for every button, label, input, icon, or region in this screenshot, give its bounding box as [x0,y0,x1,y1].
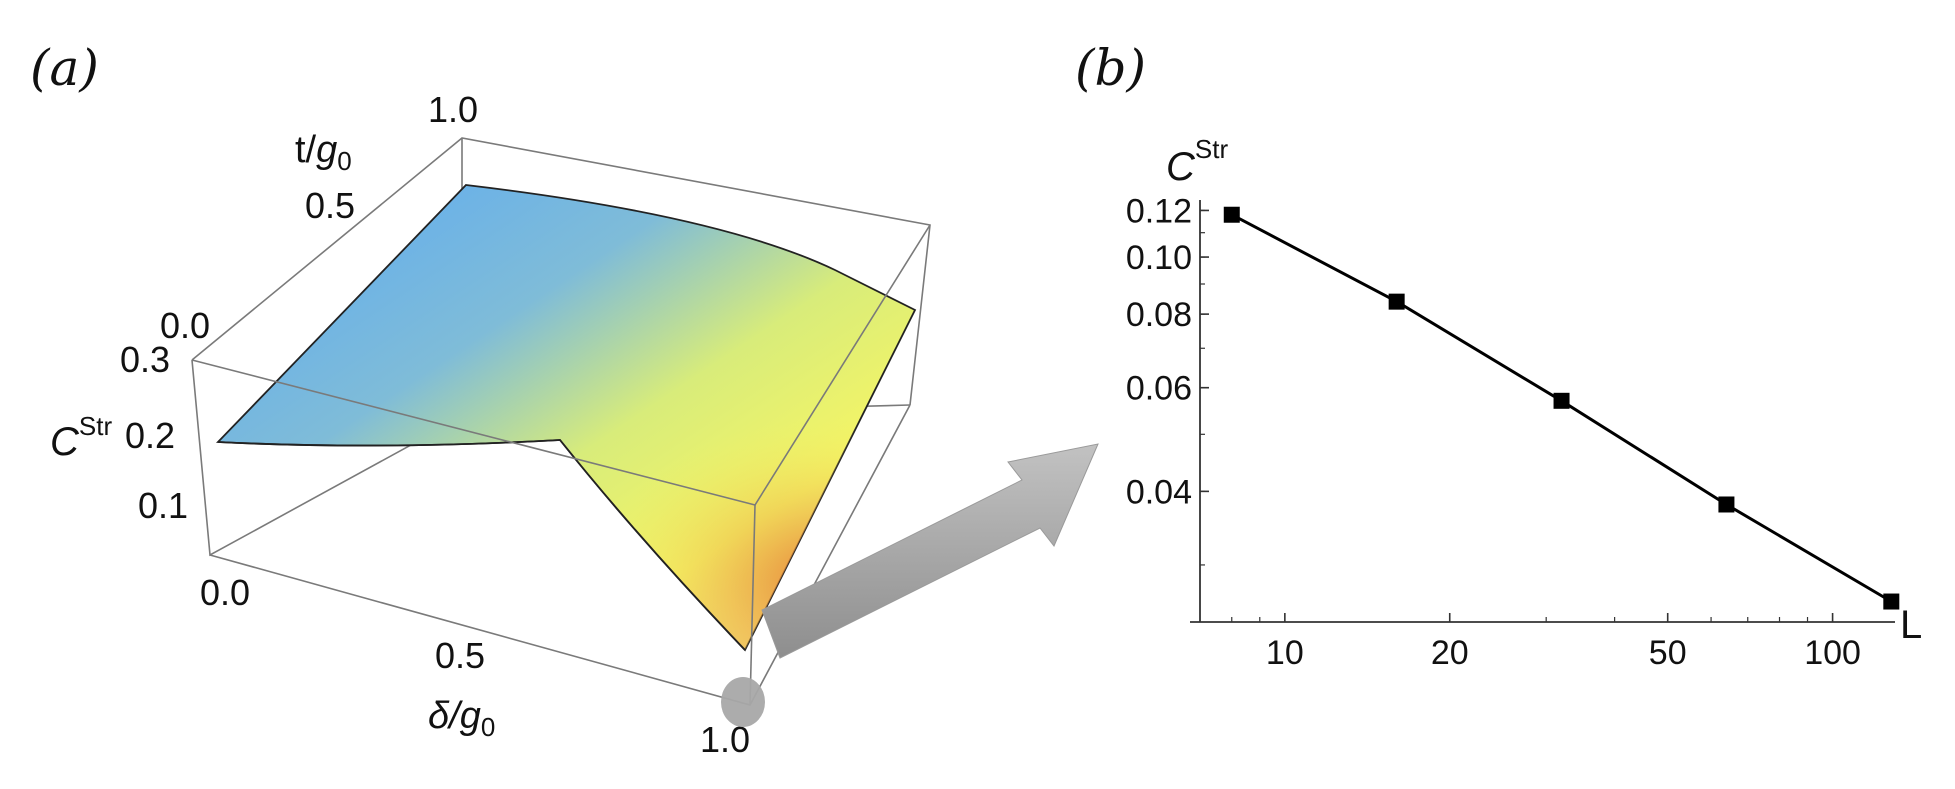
x-axis-label: L [1900,603,1922,647]
surface-shade [218,185,915,650]
x-tick-label: 10 [1266,634,1304,672]
data-point [1883,593,1900,610]
x-tick-label: 100 [1804,634,1861,672]
t-tick-05: 0.5 [305,185,355,226]
data-point [1553,392,1570,409]
x-tick-label: 20 [1431,634,1469,672]
surface-plot [215,184,917,652]
y-tick-label: 0.08 [1126,296,1192,334]
series-markers [1223,206,1900,610]
y-tick-label: 0.12 [1126,192,1192,230]
panel-a: (a) 1.0 0.5 0.0 t/g0 0.3 0.2 0.1 CStr [30,39,1099,760]
delta-axis-label: δ/g0 [428,695,495,742]
y-tick-label: 0.06 [1126,370,1192,408]
surface-front-edge [217,439,746,651]
z-tick-02: 0.2 [125,415,175,456]
axis-ticks [1200,209,1834,622]
y-tick-label: 0.10 [1126,239,1192,277]
z-axis-label: CStr [50,411,112,464]
y-tick-label: 0.04 [1126,473,1192,511]
d-tick-05: 0.5 [435,635,485,676]
panel-b-label: (b) [1075,39,1146,97]
data-point [1388,293,1405,310]
panel-b: (b) CStr L 0.04 0.06 0.08 0.10 0.12 10 20 50 100 [1075,39,1922,672]
y-axis-label: CStr [1166,134,1228,189]
data-point [1223,206,1240,223]
panel-a-label: (a) [30,39,99,97]
z-tick-01: 0.1 [138,485,188,526]
t-tick-0: 0.0 [160,305,210,346]
d-tick-0: 0.0 [200,572,250,613]
t-tick-1: 1.0 [428,89,478,130]
highlight-dot [721,677,765,727]
x-tick-label: 50 [1649,634,1687,672]
zoom-arrow [761,443,1099,659]
data-point [1718,496,1735,513]
tick-labels: 0.04 0.06 0.08 0.10 0.12 10 20 50 100 [1126,192,1861,672]
z-tick-03: 0.3 [120,339,170,380]
t-axis-label: t/g0 [295,129,352,176]
